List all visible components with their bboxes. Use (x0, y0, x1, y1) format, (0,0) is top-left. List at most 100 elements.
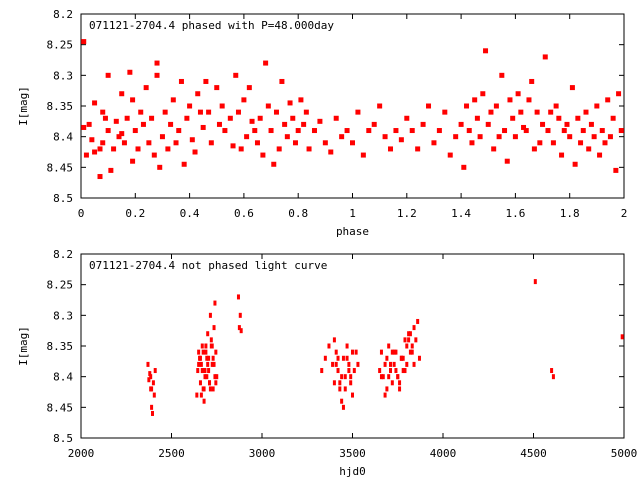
data-point (551, 374, 555, 380)
data-point (381, 374, 385, 380)
data-point (529, 78, 535, 84)
data-point (265, 103, 271, 109)
data-point (426, 103, 432, 109)
data-point (334, 349, 338, 355)
data-point (392, 349, 396, 355)
data-point (121, 140, 127, 146)
data-point (124, 115, 130, 121)
chart-panel-2: 8.2 8.25 8.3 8.35 8.4 8.45 8.5 2000 2500 3000 3500… (17, 248, 637, 478)
data-point (203, 368, 207, 374)
data-point (198, 355, 202, 361)
data-point (572, 161, 578, 167)
data-point (385, 355, 389, 361)
data-point (159, 134, 165, 140)
plot-frame (80, 253, 625, 439)
data-point (238, 312, 242, 318)
data-point (453, 134, 459, 140)
data-point (211, 355, 215, 361)
x-tick-label: 0 (78, 207, 85, 220)
y-tick-label: 8.4 (53, 371, 73, 384)
data-point (360, 152, 366, 158)
data-point (533, 279, 537, 285)
data-point (502, 128, 508, 134)
data-point (132, 128, 138, 134)
y-tick-label: 8.25 (47, 279, 74, 292)
data-point (398, 380, 402, 386)
data-point (151, 152, 157, 158)
data-point (354, 349, 358, 355)
data-point (414, 337, 418, 343)
data-point (173, 140, 179, 146)
data-point (436, 128, 442, 134)
data-point (388, 146, 394, 152)
data-point (556, 115, 562, 121)
x-axis-label: hjd0 (339, 465, 366, 478)
y-tick-label: 8.45 (47, 401, 74, 414)
y-tick-label: 8.35 (47, 340, 74, 353)
data-point (602, 140, 608, 146)
data-point (102, 115, 108, 121)
data-point (89, 137, 95, 143)
data-point (417, 355, 421, 361)
data-point (331, 361, 335, 367)
data-point (488, 109, 494, 115)
data-point (215, 374, 219, 380)
y-axis-label: I[mag] (17, 326, 30, 366)
data-point (263, 60, 269, 66)
data-point (306, 146, 312, 152)
data-point (119, 91, 125, 97)
data-point (350, 140, 355, 146)
data-point (499, 72, 505, 78)
data-point (208, 386, 212, 392)
data-point (398, 137, 404, 143)
data-point (235, 109, 241, 115)
data-point (401, 368, 405, 374)
data-point (287, 100, 293, 106)
data-point (146, 140, 152, 146)
data-point (518, 109, 524, 115)
data-point (393, 128, 399, 134)
data-point (394, 368, 398, 374)
data-point (170, 97, 176, 103)
data-point (282, 121, 288, 127)
data-point (356, 361, 360, 367)
data-point (211, 386, 215, 392)
data-point (341, 404, 345, 410)
data-point (407, 337, 411, 343)
data-point (100, 109, 106, 115)
data-point (207, 368, 211, 374)
data-point (545, 128, 551, 134)
data-point (345, 355, 349, 361)
data-point (187, 103, 193, 109)
data-point (317, 118, 323, 124)
data-point (349, 380, 353, 386)
data-point (301, 121, 307, 127)
data-point (403, 368, 407, 374)
data-point (610, 115, 616, 121)
data-point (349, 374, 353, 380)
y-tick-label: 8.2 (53, 8, 73, 21)
data-point (165, 146, 171, 152)
data-point (209, 337, 213, 343)
data-point (540, 121, 546, 127)
y-tick-label: 8.35 (47, 100, 74, 113)
data-point (214, 380, 218, 386)
data-point (83, 152, 89, 158)
data-point (249, 118, 255, 124)
data-point (483, 48, 489, 54)
x-tick-label: 1.2 (397, 207, 417, 220)
data-point (153, 368, 157, 374)
chart-panel-1: 8.2 8.25 8.3 8.35 8.4 8.45 8.5 0 0.2 0.4 0.6 0.8 1 1.… (17, 8, 627, 238)
data-point (214, 349, 218, 355)
data-point (605, 97, 611, 103)
data-point (227, 115, 233, 121)
data-point (108, 167, 114, 173)
data-point (338, 386, 342, 392)
data-point (207, 355, 211, 361)
data-point (322, 140, 328, 146)
data-point (135, 146, 141, 152)
data-point (405, 361, 409, 367)
data-point (613, 167, 619, 173)
data-point (607, 134, 613, 140)
data-point (408, 331, 412, 337)
